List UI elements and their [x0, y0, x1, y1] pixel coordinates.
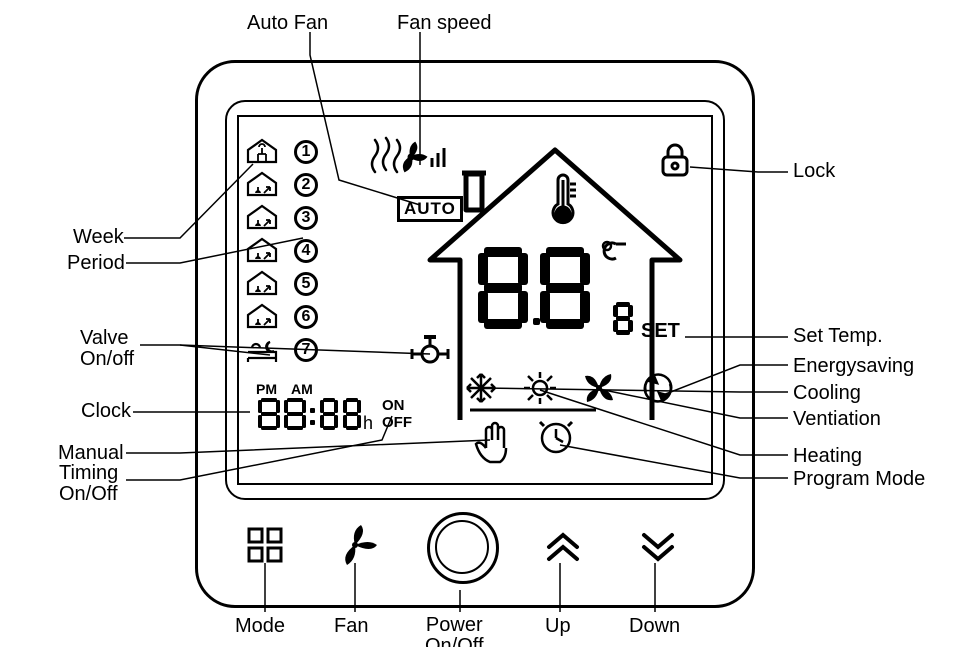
callout-down: Down [629, 615, 680, 638]
callout-energySaving: Energysaving [793, 355, 914, 378]
callout-ventilation: Ventiation [793, 408, 881, 431]
period-1: 1 [294, 140, 318, 164]
period-5: 5 [294, 272, 318, 296]
hour-label: h [363, 413, 373, 434]
on-label: ON [382, 397, 405, 414]
callout-clock: Clock [81, 400, 131, 423]
period-2: 2 [294, 173, 318, 197]
callout-fan: Fan [334, 615, 368, 638]
callout-mode: Mode [235, 615, 285, 638]
period-3: 3 [294, 206, 318, 230]
callout-autoFan: Auto Fan [247, 12, 328, 35]
callout-period: Period [67, 252, 125, 275]
callout-up: Up [545, 615, 571, 638]
power-button-inner [435, 520, 489, 574]
mode-button[interactable] [244, 524, 286, 566]
set-label: SET [641, 320, 680, 343]
period-4: 4 [294, 239, 318, 263]
callout-setTemp: Set Temp. [793, 325, 883, 348]
callout-heating: Heating [793, 445, 862, 468]
root-container: AUTO SET PM AM h ON OFF 1 2 3 4 5 6 7 Auto Fan… [0, 0, 956, 647]
callout-valve: Valve On/off [80, 328, 134, 370]
screen-inner [237, 115, 713, 485]
callout-cooling: Cooling [793, 382, 861, 405]
callout-powerOnOff: Power On/Off [425, 615, 484, 647]
callout-timingOnOff: Timing On/Off [59, 463, 118, 505]
period-6: 6 [294, 305, 318, 329]
auto-badge: AUTO [397, 196, 463, 222]
callout-programMode: Program Mode [793, 468, 925, 491]
pm-label: PM [256, 381, 277, 397]
callout-lock: Lock [793, 160, 835, 183]
down-button[interactable] [637, 524, 679, 566]
period-7: 7 [294, 338, 318, 362]
am-label: AM [291, 381, 313, 397]
callout-week: Week [73, 226, 124, 249]
off-label: OFF [382, 414, 412, 431]
callout-fanSpeed: Fan speed [397, 12, 492, 35]
fan-button[interactable] [334, 524, 376, 566]
up-button[interactable] [542, 524, 584, 566]
